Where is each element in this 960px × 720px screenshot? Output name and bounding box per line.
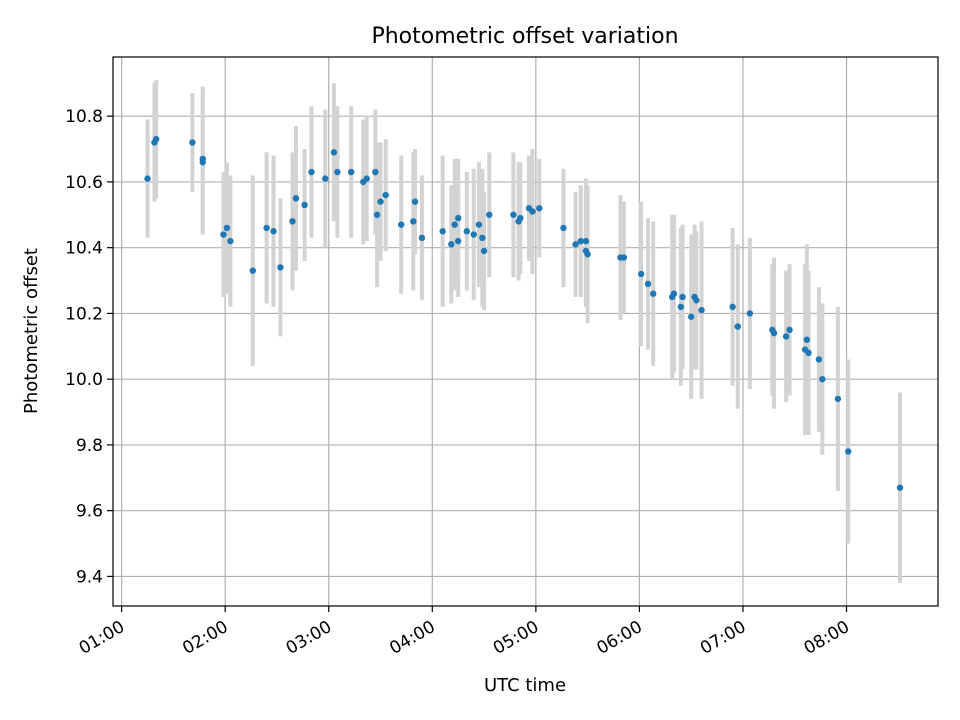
data-point — [480, 247, 488, 255]
data-point — [803, 336, 811, 343]
data-point — [896, 484, 904, 491]
data-point — [398, 221, 405, 228]
y-tick-label: 10.0 — [65, 370, 103, 390]
data-point — [451, 221, 458, 228]
data-point — [454, 237, 462, 245]
y-tick-label: 10.8 — [65, 107, 103, 127]
plot-frame — [112, 56, 939, 607]
data-point — [572, 241, 579, 248]
y-tick-label: 9.4 — [76, 567, 103, 587]
data-point — [746, 310, 754, 317]
data-point — [687, 313, 695, 320]
data-point — [373, 211, 381, 218]
data-point — [363, 175, 370, 182]
data-point — [786, 326, 793, 334]
data-point — [805, 349, 812, 357]
data-point — [334, 168, 341, 176]
data-point — [301, 201, 308, 209]
data-point — [693, 297, 700, 304]
data-point — [144, 175, 151, 182]
data-point — [189, 139, 196, 146]
data-point — [475, 221, 483, 228]
data-point — [670, 290, 678, 297]
data-point — [470, 231, 477, 238]
data-point — [372, 168, 379, 176]
data-point — [227, 237, 234, 245]
y-axis-label: Photometric offset — [21, 248, 42, 414]
x-axis-label: UTC time — [484, 675, 566, 696]
y-tick-label: 10.4 — [65, 239, 103, 259]
data-point — [644, 280, 652, 288]
data-point — [223, 224, 231, 232]
data-point — [834, 395, 842, 403]
data-point — [510, 211, 517, 218]
data-point — [517, 214, 524, 222]
y-tick-label: 10.2 — [65, 304, 103, 324]
data-point — [637, 270, 645, 278]
data-point — [199, 155, 206, 163]
data-point — [529, 208, 536, 215]
data-point — [729, 303, 736, 311]
y-tick-label: 9.8 — [76, 436, 103, 456]
data-point — [536, 205, 543, 212]
y-tick-label: 9.6 — [76, 502, 103, 522]
data-point — [463, 228, 471, 235]
data-point — [263, 224, 270, 232]
data-point — [650, 290, 657, 297]
data-point — [377, 198, 384, 205]
data-point — [577, 237, 584, 245]
data-point — [152, 135, 160, 143]
grid — [113, 57, 938, 606]
plot-area — [113, 57, 938, 606]
data-point — [418, 234, 426, 242]
data-point — [330, 149, 338, 156]
data-point — [308, 168, 315, 176]
data-point — [347, 168, 355, 176]
data-point — [249, 267, 257, 274]
chart-title: Photometric offset variation — [371, 24, 678, 49]
data-point — [845, 448, 852, 455]
data-point — [582, 237, 590, 245]
y-tick-label: 10.6 — [65, 173, 103, 193]
data-point — [679, 293, 686, 301]
data-point — [620, 254, 628, 261]
data-point — [277, 264, 284, 271]
data-point — [411, 198, 419, 205]
data-point — [782, 333, 790, 340]
data-point — [454, 214, 462, 222]
data-point — [289, 218, 296, 225]
data-point — [270, 228, 277, 235]
data-point — [584, 251, 591, 258]
y-axis: 9.4 9.6 9.8 10.0 10.2 10.4 10.6 10.8 — [65, 107, 113, 587]
data-point — [734, 323, 741, 330]
data-point — [770, 329, 778, 337]
data-point — [479, 234, 486, 242]
data-point — [815, 356, 823, 363]
data-point — [220, 231, 227, 238]
data-point — [819, 375, 826, 383]
data-point — [439, 228, 446, 235]
data-point — [677, 303, 685, 311]
data-point — [698, 306, 705, 314]
data-point — [322, 175, 329, 182]
data-point — [382, 191, 389, 199]
data-points — [144, 135, 904, 491]
data-point — [560, 224, 567, 232]
data-point — [448, 241, 455, 248]
data-point — [486, 211, 493, 218]
data-point — [292, 195, 300, 202]
data-point — [410, 218, 417, 225]
